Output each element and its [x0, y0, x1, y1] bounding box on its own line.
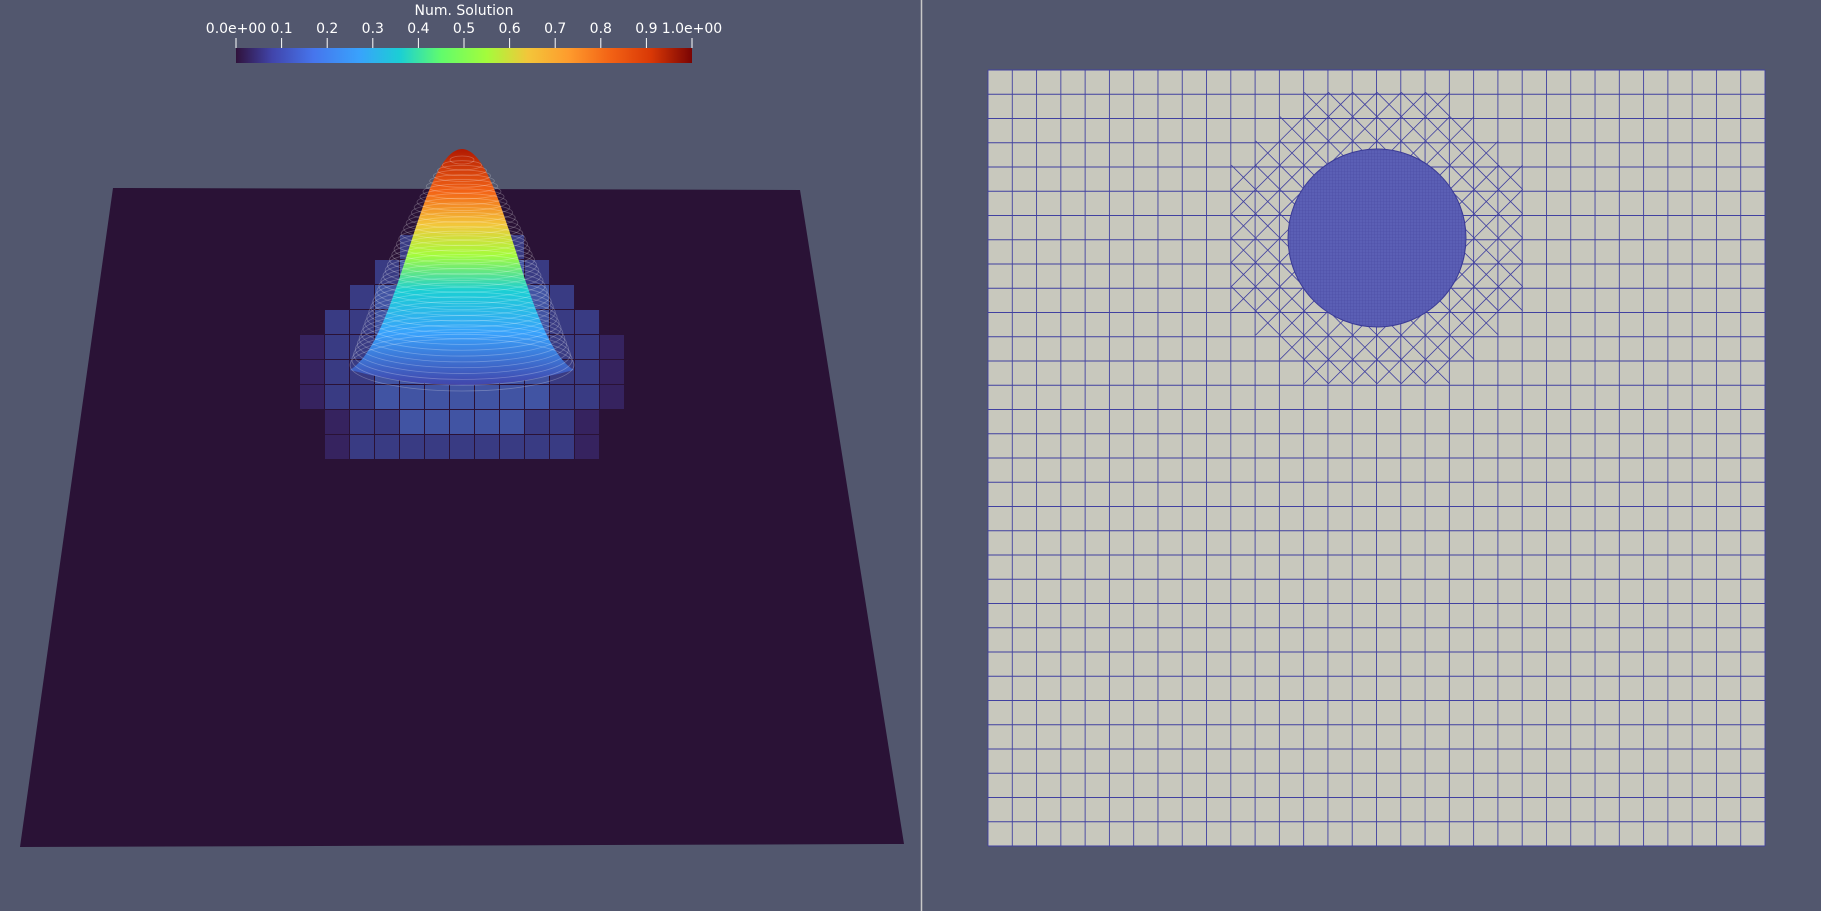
surface-step: [325, 335, 349, 359]
surface-step: [400, 435, 424, 459]
colorbar-title: Num. Solution: [415, 3, 514, 19]
surface-step: [325, 360, 349, 384]
surface-step: [325, 385, 349, 409]
colorbar-tick-label: 1.0e+00: [662, 21, 722, 37]
surface-step: [400, 410, 424, 434]
surface-step: [550, 435, 574, 459]
surface-step: [350, 410, 374, 434]
surface-step: [575, 385, 599, 409]
surface-step: [600, 335, 624, 359]
page: Num. Solution 0.0e+000.1 0.2 0.3 0.4 0.5 0.6 0…: [0, 0, 1821, 911]
surface-step: [300, 360, 324, 384]
surface-step: [450, 435, 474, 459]
surface-step: [575, 335, 599, 359]
surface-step: [475, 435, 499, 459]
colorbar-tick-label: 0.9: [635, 21, 657, 37]
colorbar-tick-label: 0.1: [270, 21, 292, 37]
surface-step: [300, 335, 324, 359]
colorbar-tick-label: 0.0e+00: [206, 21, 266, 37]
surface-step: [575, 360, 599, 384]
surface-step: [350, 435, 374, 459]
surface-step: [575, 310, 599, 334]
surface-step: [550, 410, 574, 434]
colorbar-tick-label: 0.7: [544, 21, 566, 37]
surface-step: [325, 435, 349, 459]
surface-step: [525, 385, 549, 409]
surface-step: [475, 410, 499, 434]
surface-step: [575, 410, 599, 434]
surface-step: [475, 385, 499, 409]
surface-step: [325, 410, 349, 434]
paraview-window: Num. Solution 0.0e+000.1 0.2 0.3 0.4 0.5 0.6 0…: [0, 0, 1821, 911]
surface-step: [450, 410, 474, 434]
colorbar-tick-label: 0.2: [316, 21, 338, 37]
surface-step: [550, 385, 574, 409]
surface-step: [525, 435, 549, 459]
colorbar-tick-label: 0.5: [453, 21, 475, 37]
refined-region: [1288, 149, 1466, 327]
colorbar-tick-label: 0.4: [407, 21, 429, 37]
surface-step: [425, 435, 449, 459]
surface-step: [350, 285, 374, 309]
surface-step: [425, 410, 449, 434]
surface-step: [550, 285, 574, 309]
surface-step: [600, 385, 624, 409]
colorbar-tick-label: 0.3: [362, 21, 384, 37]
surface-step: [375, 410, 399, 434]
surface-step: [350, 385, 374, 409]
surface-step: [375, 385, 399, 409]
surface-step: [425, 385, 449, 409]
surface-step: [500, 410, 524, 434]
colorbar-tick-label: 0.8: [590, 21, 612, 37]
surface-step: [375, 435, 399, 459]
surface-step: [525, 410, 549, 434]
surface-step: [450, 385, 474, 409]
surface-step: [500, 435, 524, 459]
surface-step: [325, 310, 349, 334]
surface-step: [575, 435, 599, 459]
colorbar: [236, 48, 692, 63]
surface-step: [600, 360, 624, 384]
surface-step: [300, 385, 324, 409]
colorbar-tick-label: 0.6: [498, 21, 520, 37]
